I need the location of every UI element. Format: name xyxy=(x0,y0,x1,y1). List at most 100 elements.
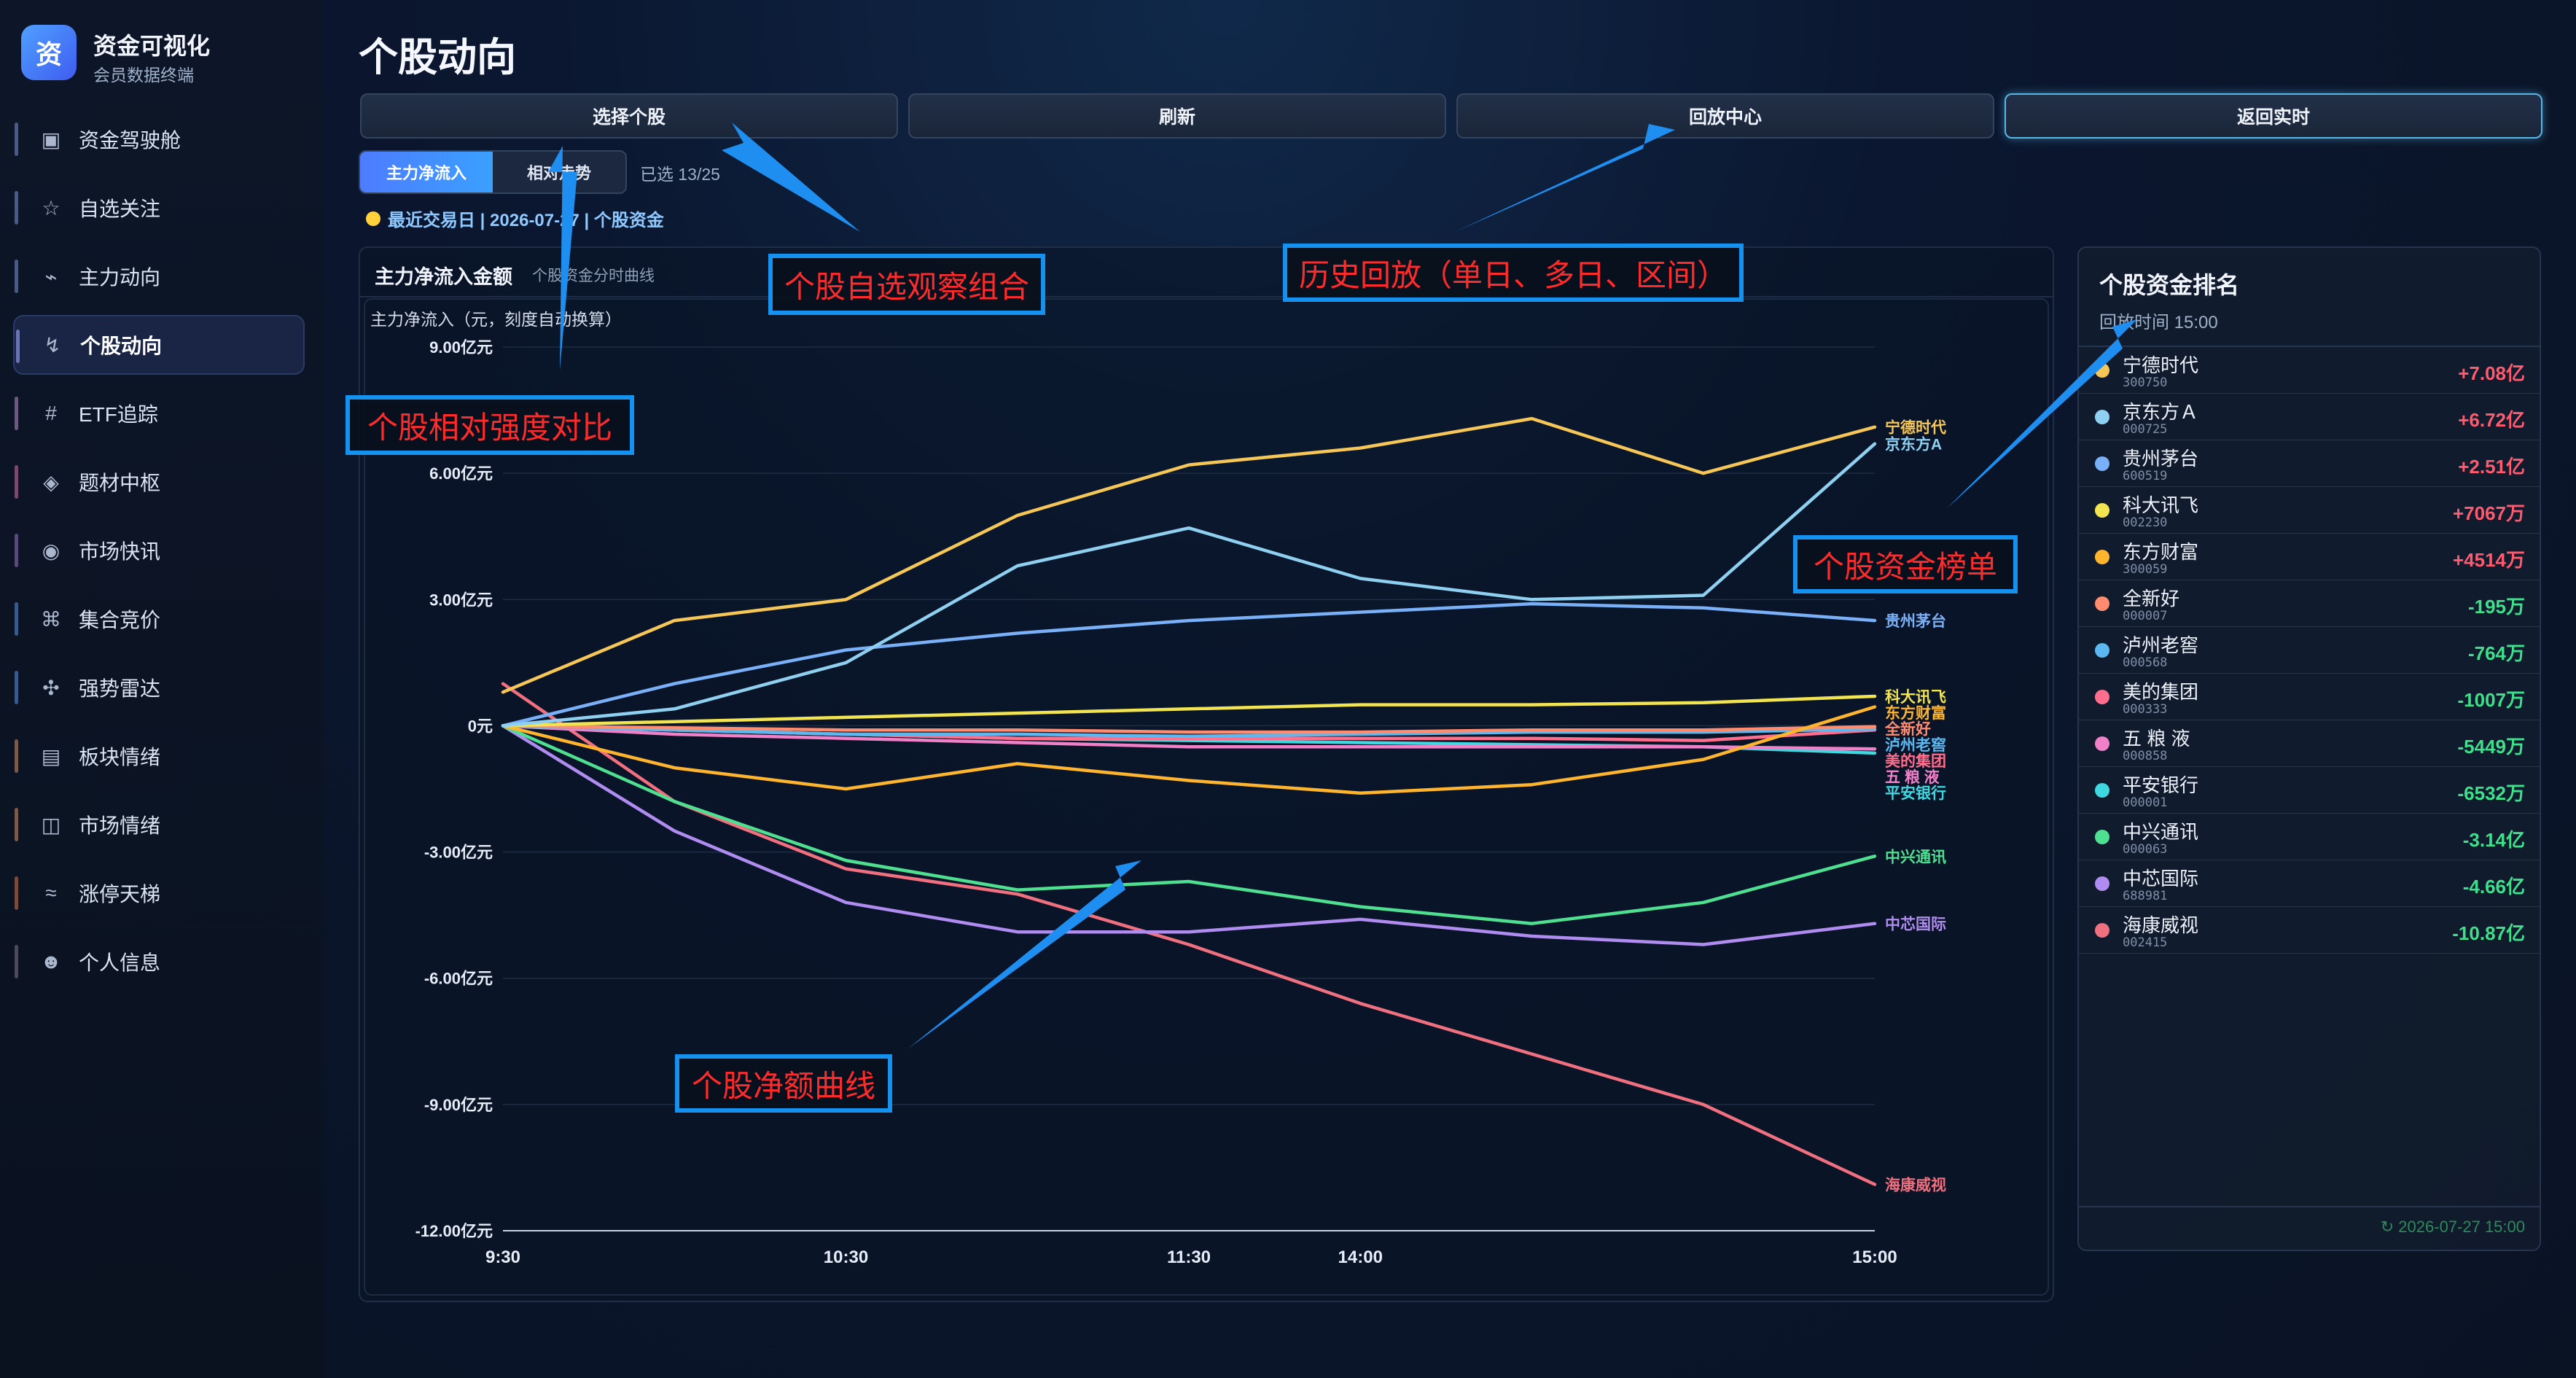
ranking-row[interactable]: 中兴通讯 000063 -3.14亿 xyxy=(2079,814,2540,860)
sidebar-accent-bar xyxy=(15,191,18,225)
series-line xyxy=(501,442,1877,728)
series-end-label: 东方财富 xyxy=(1885,704,1946,722)
command-icon: ⌘ xyxy=(41,607,61,631)
sidebar-item-2[interactable]: ⌁ 主力动向 xyxy=(13,246,305,306)
sidebar-item-12[interactable]: ☻ 个人信息 xyxy=(13,932,305,992)
ranking-row[interactable]: 全新好 000007 -195万 xyxy=(2079,580,2540,627)
tab-net-inflow[interactable]: 主力净流入 xyxy=(360,152,493,192)
ranking-row[interactable]: 宁德时代 300750 +7.08亿 xyxy=(2079,347,2540,394)
wave-icon: ≈ xyxy=(45,881,57,904)
ranking-list: 宁德时代 300750 +7.08亿 京东方Ａ 000725 +6.72亿 贵州茅台 6005… xyxy=(2079,346,2540,954)
sidebar-item-label: 题材中枢 xyxy=(79,472,161,494)
sidebar-item-5[interactable]: ◈ 题材中枢 xyxy=(13,452,305,512)
grid-icon: ▤ xyxy=(41,744,61,768)
stock-code: 000063 xyxy=(2123,842,2168,857)
chart-inner-frame xyxy=(364,298,2049,1296)
sidebar-item-1[interactable]: ☆ 自选关注 xyxy=(13,178,305,238)
trade-info-text: 最近交易日 | 2026-07-27 | 个股资金 xyxy=(388,211,664,230)
x-tick-label: 10:30 xyxy=(824,1247,868,1267)
net-inflow-value: -764万 xyxy=(2467,642,2525,664)
stock-code: 000725 xyxy=(2123,422,2168,437)
stock-code: 000007 xyxy=(2123,609,2168,623)
series-end-label: 美的集团 xyxy=(1885,752,1946,770)
net-inflow-value: -6532万 xyxy=(2457,782,2526,804)
stock-name: 美的集团 xyxy=(2123,681,2199,703)
ranking-row[interactable]: 中芯国际 688981 -4.66亿 xyxy=(2079,860,2540,907)
sidebar-item-11[interactable]: ≈ 涨停天梯 xyxy=(13,863,305,923)
ranking-row[interactable]: 京东方Ａ 000725 +6.72亿 xyxy=(2079,394,2540,440)
ranking-row[interactable]: 贵州茅台 600519 +2.51亿 xyxy=(2079,440,2540,487)
series-line xyxy=(501,682,1877,1186)
trend-icon: ⌁ xyxy=(44,265,58,288)
stock-name: 平安银行 xyxy=(2123,774,2199,796)
series-line xyxy=(501,705,1877,795)
sidebar-accent-bar xyxy=(15,465,18,499)
y-tick-label: 6.00亿元 xyxy=(429,464,493,483)
select-stock-button[interactable]: 选择个股 xyxy=(360,93,898,139)
ranking-row[interactable]: 泸州老窖 000568 -764万 xyxy=(2079,627,2540,674)
sidebar-item-4[interactable]: # ETF追踪 xyxy=(13,384,305,443)
sidebar-item-label: 个股动向 xyxy=(80,335,163,357)
series-color-dot xyxy=(2095,876,2109,891)
sidebar: 资 资金可视化 会员数据终端 ▣ 资金驾驶舱 ☆ 自选关注 ⌁ 主力动向 ↯ 个股动向 # ETF… xyxy=(0,0,325,1378)
tab-relative-trend[interactable]: 相对走势 xyxy=(493,152,625,192)
net-inflow-value: -10.87亿 xyxy=(2452,922,2525,944)
user-face-icon: ☻ xyxy=(40,950,62,973)
sidebar-item-9[interactable]: ▤ 板块情绪 xyxy=(13,726,305,786)
stock-name: 泸州老窖 xyxy=(2123,634,2199,656)
stock-code: 600519 xyxy=(2123,469,2168,483)
series-end-label: 全新好 xyxy=(1884,720,1931,738)
x-tick-label: 15:00 xyxy=(1852,1247,1897,1267)
sidebar-accent-bar xyxy=(15,945,18,978)
series-color-dot xyxy=(2095,736,2109,751)
ranking-row[interactable]: 科大讯飞 002230 +7067万 xyxy=(2079,487,2540,534)
refresh-button[interactable]: 刷新 xyxy=(908,93,1446,139)
series-color-dot xyxy=(2095,830,2109,844)
mode-tabs: 主力净流入 相对走势 xyxy=(359,150,627,194)
sidebar-item-7[interactable]: ⌘ 集合竞价 xyxy=(13,589,305,649)
sidebar-item-8[interactable]: ✣ 强势雷达 xyxy=(13,658,305,717)
trade-info: 最近交易日 | 2026-07-27 | 个股资金 xyxy=(366,206,664,231)
stock-code: 300750 xyxy=(2123,375,2168,390)
ranking-row[interactable]: 东方财富 300059 +4514万 xyxy=(2079,534,2540,580)
series-color-dot xyxy=(2095,550,2109,564)
hash-icon: # xyxy=(45,402,57,424)
series-end-label: 平安银行 xyxy=(1885,785,1946,802)
x-tick-label: 14:00 xyxy=(1338,1247,1383,1267)
replay-center-button[interactable]: 回放中心 xyxy=(1456,93,1994,139)
stock-code: 688981 xyxy=(2123,889,2168,903)
net-inflow-value: -1007万 xyxy=(2457,689,2526,711)
y-tick-label: 0元 xyxy=(468,717,493,735)
ranking-row[interactable]: 平安银行 000001 -6532万 xyxy=(2079,767,2540,814)
ranking-update-time: ↻ 2026-07-27 15:00 xyxy=(2380,1218,2525,1236)
sidebar-item-label: 自选关注 xyxy=(79,198,161,220)
ranking-row[interactable]: 海康威视 002415 -10.87亿 xyxy=(2079,907,2540,954)
lightning-icon: ↯ xyxy=(44,333,61,357)
app-title: 资金可视化 xyxy=(93,33,211,59)
ranking-row[interactable]: 五 粮 液 000858 -5449万 xyxy=(2079,720,2540,767)
stock-name: 东方财富 xyxy=(2123,541,2199,563)
sidebar-item-label: 主力动向 xyxy=(79,266,161,289)
sidebar-item-0[interactable]: ▣ 资金驾驶舱 xyxy=(13,109,305,169)
main-content: 个股动向 选择个股 刷新 回放中心 返回实时 主力净流入 相对走势 已选 13/… xyxy=(324,0,2576,1378)
series-end-label: 宁德时代 xyxy=(1885,419,1946,437)
y-axis-label: 主力净流入（元，刻度自动换算） xyxy=(370,310,622,329)
x-tick-label: 9:30 xyxy=(485,1247,520,1267)
sidebar-item-3[interactable]: ↯ 个股动向 xyxy=(13,315,305,375)
ranking-row[interactable]: 美的集团 000333 -1007万 xyxy=(2079,674,2540,720)
stock-name: 宁德时代 xyxy=(2123,354,2199,376)
stock-code: 000001 xyxy=(2123,795,2168,810)
series-line xyxy=(501,694,1877,728)
sidebar-item-10[interactable]: ◫ 市场情绪 xyxy=(13,795,305,855)
panel-icon: ◫ xyxy=(41,813,61,836)
series-color-dot xyxy=(2095,410,2109,424)
series-end-label: 贵州茅台 xyxy=(1885,612,1946,630)
back-live-button[interactable]: 返回实时 xyxy=(2005,93,2542,139)
stock-name: 科大讯飞 xyxy=(2123,494,2199,516)
ranking-title: 个股资金排名 xyxy=(2099,272,2240,298)
sidebar-item-6[interactable]: ◉ 市场快讯 xyxy=(13,521,305,580)
stock-name: 海康威视 xyxy=(2123,914,2199,936)
series-color-dot xyxy=(2095,783,2109,798)
stock-name: 中芯国际 xyxy=(2123,868,2199,890)
net-inflow-value: -3.14亿 xyxy=(2462,829,2525,851)
